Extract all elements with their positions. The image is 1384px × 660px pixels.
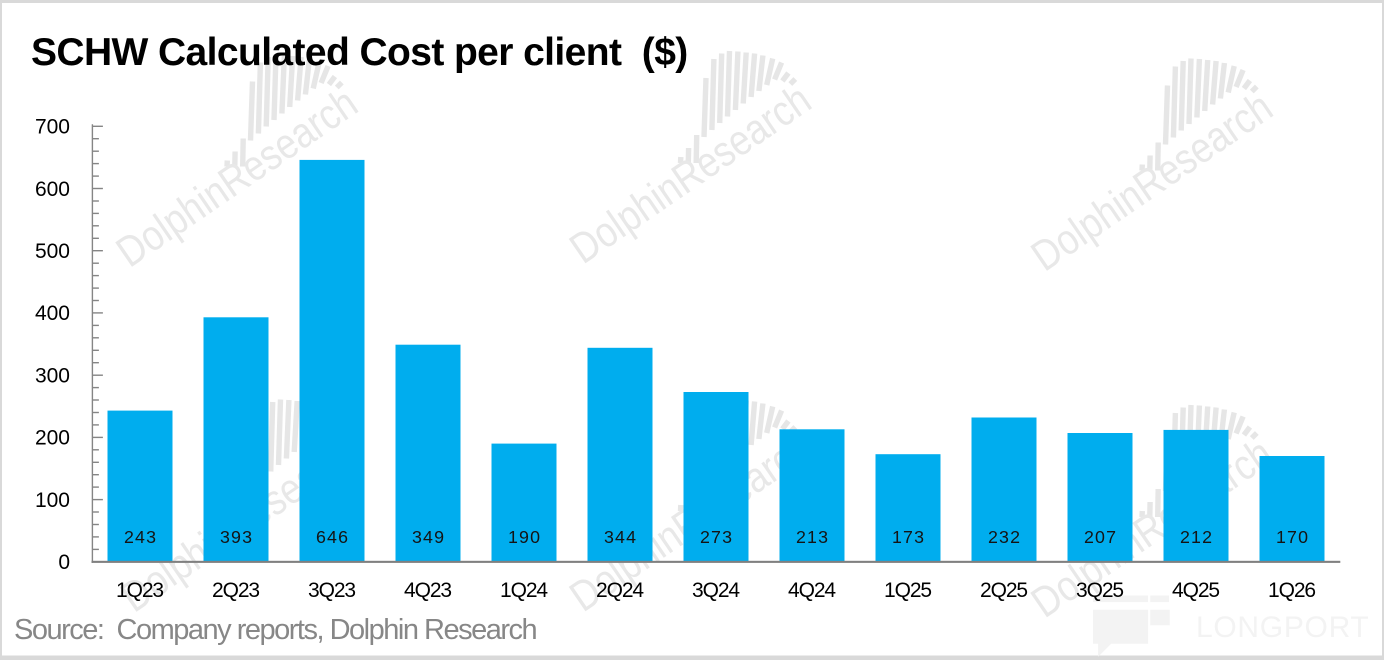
svg-text:1Q24: 1Q24 [500,579,548,602]
svg-text:100: 100 [35,489,70,512]
svg-text:3Q25: 3Q25 [1076,579,1123,602]
svg-text:600: 600 [35,178,70,201]
svg-text:207: 207 [1084,527,1117,547]
svg-text:170: 170 [1276,527,1309,547]
svg-text:243: 243 [124,527,157,547]
svg-text:232: 232 [988,527,1021,547]
svg-text:4Q23: 4Q23 [404,579,451,602]
svg-text:190: 190 [508,527,541,547]
svg-text:2Q25: 2Q25 [980,579,1027,602]
svg-text:4Q25: 4Q25 [1172,579,1219,602]
svg-text:273: 273 [700,527,733,547]
svg-text:1Q26: 1Q26 [1268,579,1315,602]
svg-text:SCHW Calculated Cost per clien: SCHW Calculated Cost per client ($) [31,31,688,74]
svg-text:4Q24: 4Q24 [788,579,836,602]
svg-text:1Q23: 1Q23 [116,579,163,602]
svg-text:300: 300 [35,365,70,388]
svg-text:344: 344 [604,527,637,547]
svg-text:3Q24: 3Q24 [692,579,740,602]
svg-text:3Q23: 3Q23 [308,579,355,602]
svg-text:212: 212 [1180,527,1213,547]
svg-text:393: 393 [220,527,253,547]
svg-text:500: 500 [35,240,70,263]
svg-text:173: 173 [892,527,925,547]
svg-text:LONGPORT: LONGPORT [1196,611,1369,644]
svg-text:Source: Company reports, Dolp: Source: Company reports, Dolphin Researc… [14,614,536,646]
svg-text:349: 349 [412,527,445,547]
svg-text:2Q24: 2Q24 [596,579,644,602]
svg-text:400: 400 [35,302,70,325]
svg-text:0: 0 [58,551,70,574]
svg-text:700: 700 [35,116,70,139]
svg-text:2Q23: 2Q23 [212,579,259,602]
svg-text:646: 646 [316,527,349,547]
svg-text:200: 200 [35,427,70,450]
svg-text:213: 213 [796,527,829,547]
svg-text:1Q25: 1Q25 [884,579,931,602]
